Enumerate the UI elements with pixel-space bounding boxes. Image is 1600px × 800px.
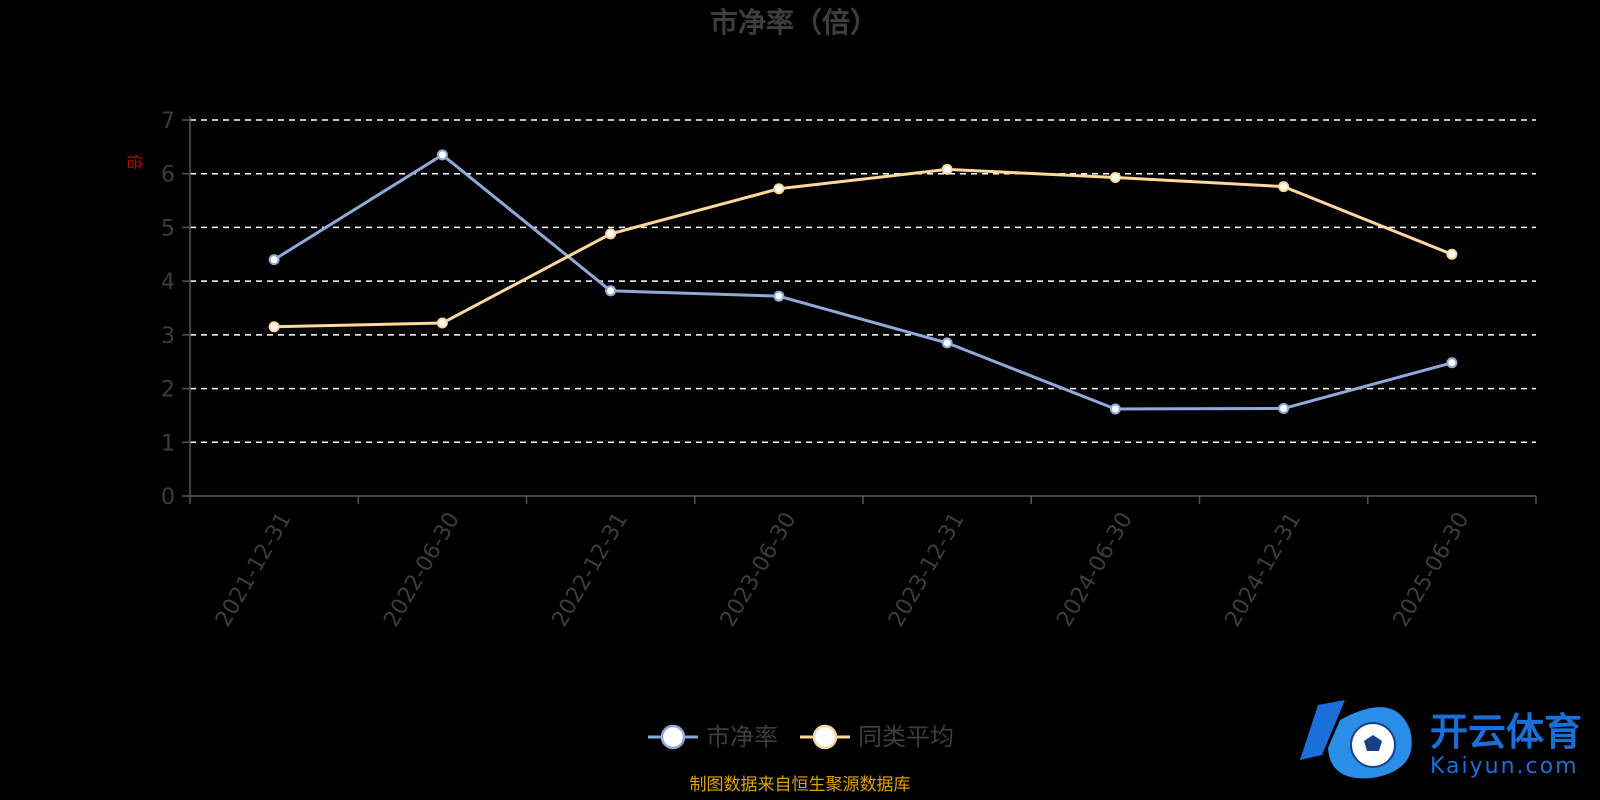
grid-lines xyxy=(190,119,1536,444)
x-tick-label: 2024-12-31 xyxy=(1221,508,1307,631)
data-point xyxy=(941,163,953,175)
kaiyun-logo: 开云体育 Kaiyun.com xyxy=(1300,700,1582,779)
data-point xyxy=(941,337,953,349)
data-point xyxy=(605,285,617,297)
y-tick-label: 2 xyxy=(161,378,175,403)
data-point xyxy=(1109,171,1121,183)
chart-title: 市净率（倍） xyxy=(710,6,878,39)
legend-swatch-marker xyxy=(812,724,838,750)
data-point xyxy=(773,183,785,195)
data-point xyxy=(436,317,448,329)
legend-item-1[interactable]: 市净率 xyxy=(648,723,778,751)
x-tick-label: 2021-12-31 xyxy=(211,508,297,631)
data-point xyxy=(605,228,617,240)
legend-label: 市净率 xyxy=(706,723,778,751)
x-tick-label: 2024-06-30 xyxy=(1052,508,1138,631)
y-tick-label: 4 xyxy=(161,270,175,295)
legend[interactable]: 市净率 同类平均 xyxy=(648,723,954,751)
y-tick-label: 7 xyxy=(161,109,175,134)
series-layer xyxy=(268,149,1458,415)
data-point xyxy=(1446,357,1458,369)
data-point xyxy=(1278,402,1290,414)
data-point xyxy=(268,254,280,266)
y-axis-unit-label: 倍 xyxy=(125,154,144,170)
y-tick-label: 6 xyxy=(161,163,175,188)
y-tick-label: 3 xyxy=(161,324,175,349)
x-tick-label: 2023-06-30 xyxy=(716,508,802,631)
y-tick-label: 5 xyxy=(161,216,175,241)
x-tick-label: 2025-06-30 xyxy=(1389,508,1475,631)
data-point xyxy=(1278,181,1290,193)
source-note: 制图数据来自恒生聚源数据库 xyxy=(690,775,911,795)
x-axis-ticks: 2021-12-31 2022-06-30 2022-12-31 2023-06-30… xyxy=(189,496,1537,631)
y-tick-label: 1 xyxy=(161,431,175,456)
x-tick-label: 2023-12-31 xyxy=(884,508,970,631)
logo-text-cn: 开云体育 xyxy=(1430,710,1582,754)
x-tick-label: 2022-06-30 xyxy=(379,508,465,631)
data-point xyxy=(268,321,280,333)
series-line-1 xyxy=(273,153,1453,411)
data-point xyxy=(1446,248,1458,260)
logo-text-en: Kaiyun.com xyxy=(1430,754,1579,779)
legend-label: 同类平均 xyxy=(858,723,954,751)
data-point xyxy=(773,290,785,302)
y-tick-label: 0 xyxy=(161,485,175,510)
legend-item-2[interactable]: 同类平均 xyxy=(800,723,954,751)
y-axis-ticks: 0 1 2 3 4 5 6 7 xyxy=(161,109,190,510)
series-line-2 xyxy=(274,167,1453,329)
x-tick-label: 2022-12-31 xyxy=(548,508,634,631)
data-point xyxy=(1109,403,1121,415)
data-point xyxy=(436,149,448,161)
legend-swatch-marker xyxy=(660,724,686,750)
logo-ball-icon xyxy=(1300,700,1412,779)
